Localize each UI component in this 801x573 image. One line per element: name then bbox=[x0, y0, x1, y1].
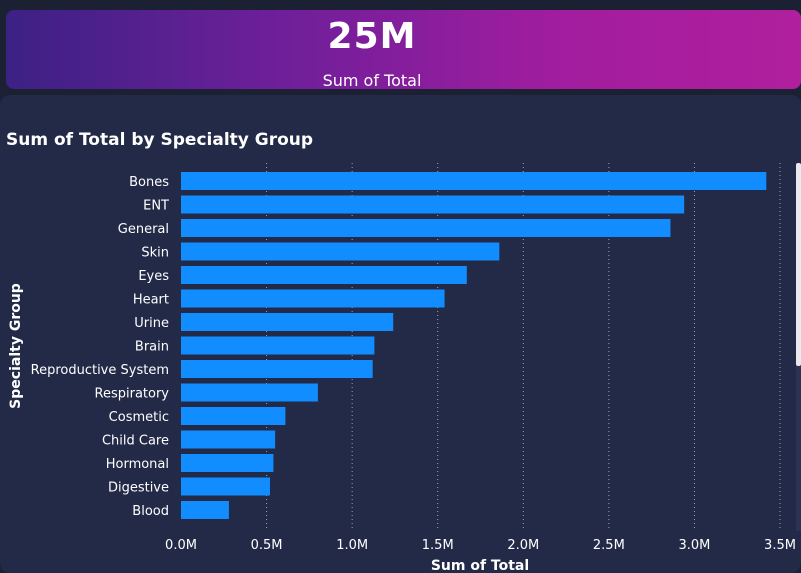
category-label: Digestive bbox=[108, 481, 169, 496]
kpi-card[interactable]: 25M Sum of Total bbox=[6, 10, 801, 90]
bar-urine[interactable] bbox=[181, 313, 394, 331]
scrollbar-thumb[interactable] bbox=[796, 163, 801, 366]
bars bbox=[181, 172, 767, 519]
category-label: Brain bbox=[135, 340, 169, 355]
y-axis-title: Specialty Group bbox=[8, 283, 24, 409]
kpi-value: 25M bbox=[327, 16, 417, 57]
x-tick-label: 1.0M bbox=[336, 538, 368, 553]
bar-general[interactable] bbox=[181, 219, 671, 237]
category-label: Blood bbox=[132, 504, 169, 519]
bar-eyes[interactable] bbox=[181, 266, 467, 284]
category-label: Skin bbox=[141, 246, 169, 261]
scrollbar-track[interactable] bbox=[796, 366, 801, 531]
x-tick-label: 2.0M bbox=[507, 538, 539, 553]
category-label: Child Care bbox=[102, 434, 169, 449]
category-label: Heart bbox=[133, 293, 169, 308]
category-label: General bbox=[118, 222, 169, 237]
bar-heart[interactable] bbox=[181, 289, 445, 308]
chart-title: Sum of Total by Specialty Group bbox=[6, 130, 313, 150]
bar-ent[interactable] bbox=[181, 195, 685, 214]
x-axis-title: Sum of Total bbox=[431, 558, 529, 573]
bar-reproductive-system[interactable] bbox=[181, 360, 373, 378]
category-label: Cosmetic bbox=[109, 410, 169, 425]
tick-labels: 0.0M 0.5M 1.0M 1.5M 2.0M 2.5M 3.0M 3.5M bbox=[165, 538, 796, 553]
x-tick-label: 2.5M bbox=[593, 538, 625, 553]
category-label: Reproductive System bbox=[31, 363, 169, 378]
category-label: Respiratory bbox=[95, 387, 170, 402]
category-label: Bones bbox=[129, 175, 169, 190]
bar-hormonal[interactable] bbox=[181, 454, 274, 472]
bar-blood[interactable] bbox=[181, 501, 229, 519]
bar-cosmetic[interactable] bbox=[181, 407, 286, 425]
x-tick-label: 0.5M bbox=[251, 538, 283, 553]
bar-brain[interactable] bbox=[181, 336, 375, 355]
bar-bones[interactable] bbox=[181, 172, 767, 190]
x-tick-label: 1.5M bbox=[422, 538, 454, 553]
category-label: Urine bbox=[134, 316, 169, 331]
bar-skin[interactable] bbox=[181, 242, 500, 261]
category-labels: Bones ENT General Skin Eyes Heart Urine Brain Re… bbox=[31, 175, 170, 519]
bar-child-care[interactable] bbox=[181, 430, 276, 449]
category-label: Hormonal bbox=[106, 457, 169, 472]
x-tick-label: 0.0M bbox=[165, 538, 197, 553]
x-tick-label: 3.5M bbox=[764, 538, 796, 553]
bar-respiratory[interactable] bbox=[181, 383, 318, 402]
x-tick-label: 3.0M bbox=[678, 538, 710, 553]
category-label: Eyes bbox=[138, 269, 169, 284]
bar-digestive[interactable] bbox=[181, 477, 270, 496]
kpi-label: Sum of Total bbox=[322, 71, 422, 90]
category-label: ENT bbox=[143, 199, 169, 214]
